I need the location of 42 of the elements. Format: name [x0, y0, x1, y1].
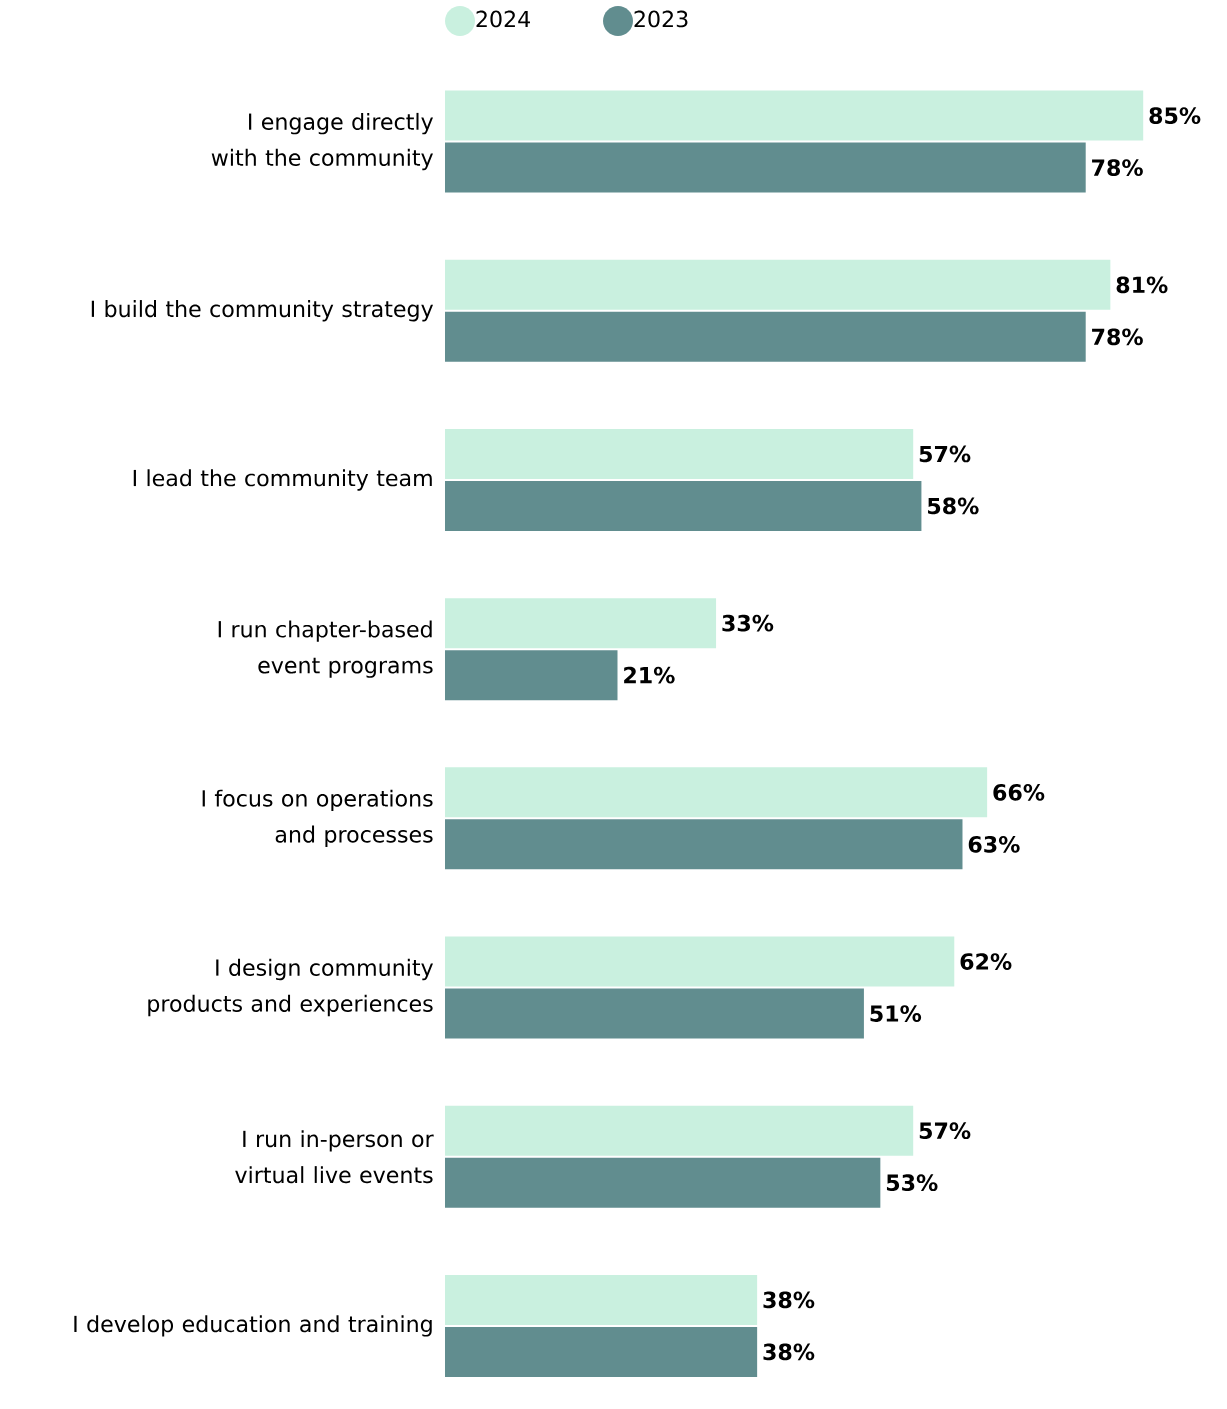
data-label: 21%	[624, 666, 675, 684]
y-tick-label: I run in-person or virtual live events	[235, 1130, 434, 1184]
bar	[445, 819, 963, 870]
data-label: 33%	[722, 614, 774, 632]
bar	[445, 988, 864, 1039]
data-label: 62%	[960, 953, 1012, 970]
bar	[445, 90, 1144, 141]
y-tick-label: I run chapter-based event programs	[218, 620, 433, 678]
data-label: 53%	[886, 1174, 938, 1192]
data-label: 57%	[919, 445, 971, 463]
y-tick-label: I build the community strategy	[91, 300, 434, 322]
bar	[445, 936, 955, 987]
bar	[445, 598, 717, 649]
data-label: 57%	[919, 1122, 971, 1140]
bar	[445, 1274, 758, 1325]
bar	[445, 650, 618, 701]
legend-label: 2024	[476, 10, 530, 28]
y-tick-label: I design community products and experiences	[148, 958, 433, 1017]
y-tick-label: I focus on operations and processes	[202, 789, 433, 848]
data-label: 85%	[1149, 107, 1201, 124]
data-label: 81%	[1116, 276, 1168, 294]
data-label: 38%	[763, 1291, 815, 1309]
data-label: 78%	[1092, 159, 1143, 176]
data-label: 63%	[968, 835, 1020, 853]
y-tick-label: I lead the community team	[133, 469, 432, 491]
data-label: 66%	[993, 783, 1045, 801]
bar	[445, 259, 1111, 310]
bar	[445, 142, 1086, 193]
bar	[445, 1105, 914, 1156]
data-label: 78%	[1092, 328, 1143, 346]
bar	[445, 480, 922, 531]
bar	[445, 767, 988, 818]
data-label: 58%	[928, 497, 979, 515]
y-tick-label: I engage directly with the community	[211, 112, 434, 171]
legend-label: 2023	[634, 10, 688, 28]
data-label: 51%	[870, 1005, 922, 1022]
y-tick-label: I develop education and training	[74, 1315, 432, 1337]
bar	[445, 428, 914, 479]
bar	[445, 1326, 758, 1377]
data-label: 38%	[763, 1343, 815, 1361]
bar	[445, 1157, 881, 1208]
bar	[445, 311, 1086, 362]
